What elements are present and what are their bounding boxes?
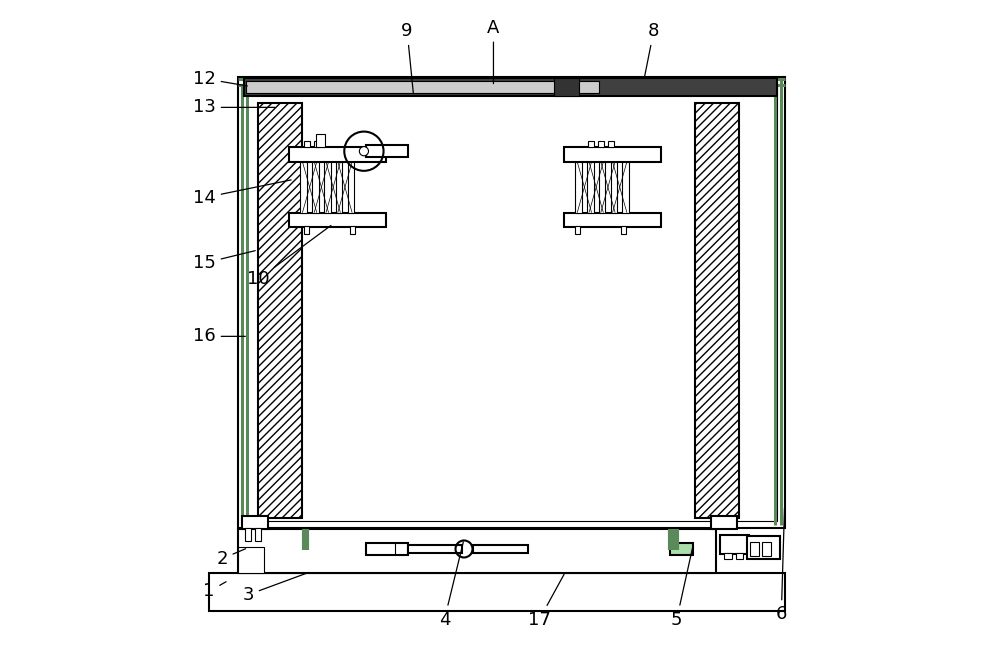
Text: 12: 12: [193, 70, 247, 87]
Bar: [336, 162, 342, 213]
Text: 4: 4: [439, 542, 463, 629]
Bar: [564, 147, 661, 162]
Bar: [242, 516, 268, 530]
Bar: [304, 141, 310, 147]
Bar: [348, 162, 354, 213]
Bar: [312, 162, 319, 213]
Bar: [564, 213, 661, 227]
Bar: [554, 78, 579, 97]
Text: 6: 6: [776, 508, 787, 623]
Bar: [255, 528, 261, 541]
Bar: [473, 545, 528, 553]
Bar: [408, 545, 462, 553]
Bar: [608, 141, 614, 147]
Bar: [246, 81, 599, 93]
Text: 3: 3: [242, 573, 308, 604]
Text: 17: 17: [528, 574, 564, 629]
Bar: [247, 82, 777, 522]
Text: 10: 10: [247, 225, 331, 288]
Text: 16: 16: [193, 327, 245, 346]
Bar: [711, 516, 737, 530]
Text: 15: 15: [193, 251, 255, 272]
Circle shape: [359, 147, 369, 156]
Bar: [316, 134, 325, 147]
Bar: [289, 147, 386, 162]
Bar: [238, 547, 264, 573]
Bar: [350, 226, 355, 234]
Bar: [314, 141, 319, 147]
Bar: [599, 162, 605, 213]
Bar: [611, 162, 617, 213]
Bar: [736, 553, 743, 560]
Bar: [588, 141, 594, 147]
Bar: [747, 536, 780, 559]
Bar: [289, 213, 386, 227]
Bar: [209, 573, 785, 611]
Bar: [244, 78, 777, 97]
Bar: [366, 543, 408, 555]
Text: 13: 13: [193, 99, 275, 116]
Bar: [621, 226, 626, 234]
Bar: [670, 543, 693, 555]
Bar: [587, 162, 594, 213]
Text: 8: 8: [644, 22, 659, 77]
Bar: [622, 162, 629, 213]
Bar: [304, 226, 309, 234]
Bar: [324, 162, 331, 213]
Text: 9: 9: [401, 22, 413, 93]
Bar: [750, 542, 759, 556]
Text: A: A: [487, 18, 500, 83]
Bar: [695, 102, 739, 518]
Text: 1: 1: [203, 581, 226, 600]
Bar: [724, 553, 732, 560]
Bar: [258, 102, 302, 518]
Bar: [720, 535, 749, 555]
Text: 2: 2: [216, 549, 246, 568]
Bar: [575, 162, 582, 213]
Bar: [238, 77, 785, 528]
Text: 5: 5: [671, 549, 692, 629]
Bar: [762, 542, 771, 556]
Bar: [575, 226, 580, 234]
Bar: [238, 529, 716, 573]
Bar: [300, 162, 307, 213]
Bar: [245, 528, 251, 541]
Bar: [598, 141, 604, 147]
Bar: [366, 145, 408, 157]
Text: 14: 14: [193, 180, 291, 207]
